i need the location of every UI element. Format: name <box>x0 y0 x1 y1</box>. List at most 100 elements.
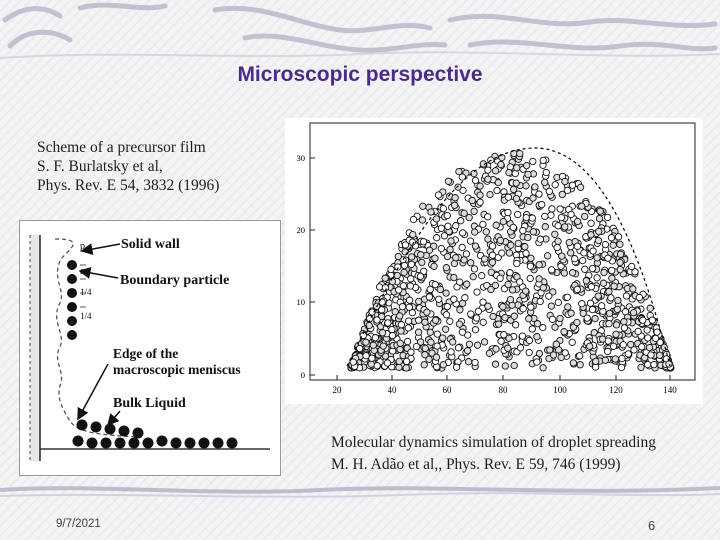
simulated-particle <box>496 236 505 245</box>
simulated-particle <box>500 331 508 339</box>
simulated-particle <box>568 338 576 346</box>
simulated-particle <box>571 255 579 263</box>
simulated-particle <box>568 269 577 277</box>
simulated-particle <box>428 349 436 357</box>
simulated-particle <box>511 321 520 329</box>
x-tick-label: 20 <box>333 385 343 395</box>
simulated-particle <box>581 265 589 273</box>
simulated-particle <box>604 347 612 356</box>
simulated-particle <box>467 259 475 267</box>
right-caption-line: Molecular dynamics simulation of droplet… <box>331 434 656 451</box>
simulated-particle <box>463 280 471 288</box>
simulated-particle <box>399 282 408 290</box>
footer-date: 9/7/2021 <box>56 518 101 530</box>
simulated-particle <box>476 191 484 199</box>
simulated-particle <box>443 302 451 311</box>
simulated-particle <box>580 249 588 257</box>
simulated-particle <box>458 243 466 252</box>
x-tick-label: 120 <box>609 385 623 395</box>
simulated-particle <box>541 178 549 187</box>
simulated-particle <box>421 351 429 359</box>
simulated-particle <box>449 338 457 346</box>
simulated-particle <box>529 157 537 166</box>
simulated-particle <box>418 216 427 224</box>
simulated-particle <box>432 215 441 223</box>
simulated-particle <box>567 309 575 317</box>
simulated-particle <box>527 303 535 311</box>
simulated-particle <box>426 328 434 336</box>
top-decorative-band <box>0 2 720 59</box>
simulated-particle <box>420 267 428 275</box>
simulated-particle <box>379 342 387 350</box>
simulated-particle <box>603 213 612 222</box>
simulated-particle <box>604 254 612 262</box>
simulated-particle <box>454 344 463 352</box>
footer-page-number: 6 <box>648 518 656 533</box>
simulated-particle <box>425 293 434 301</box>
simulated-particle <box>554 298 562 307</box>
simulated-particle <box>601 356 609 364</box>
simulated-particle <box>416 272 425 280</box>
simulated-particle <box>442 264 451 272</box>
simulated-particle <box>599 279 608 287</box>
simulated-particle <box>396 339 404 347</box>
simulated-particle <box>556 205 564 213</box>
simulated-particle <box>630 346 638 354</box>
label-bulk-liquid: Bulk Liquid <box>113 396 186 411</box>
simulated-particle <box>442 289 450 297</box>
simulated-particle <box>401 248 409 256</box>
simulated-particle <box>525 336 534 345</box>
simulated-particle <box>549 351 558 359</box>
bulk-liquid-arrow <box>107 410 121 427</box>
simulated-particle <box>473 341 482 349</box>
simulated-particle <box>494 178 502 187</box>
simulated-particle <box>548 315 557 323</box>
simulated-particle <box>595 214 604 223</box>
simulated-particle <box>612 321 621 329</box>
slide-title: Microscopic perspective <box>237 63 483 86</box>
bottom-decorative-rule <box>0 486 720 498</box>
simulated-particle <box>653 328 661 336</box>
simulated-particle <box>452 363 461 371</box>
simulated-particle <box>464 358 473 366</box>
simulated-particle <box>551 230 559 238</box>
simulated-particle <box>593 254 601 262</box>
simulated-particle <box>444 222 452 230</box>
simulated-particle <box>487 268 495 276</box>
simulated-particle <box>408 253 416 261</box>
simulated-particle <box>518 332 527 340</box>
simulated-particle <box>536 235 545 243</box>
simulated-particle <box>538 200 546 209</box>
simulated-particle <box>407 348 415 356</box>
simulated-particle <box>395 286 403 294</box>
simulated-particle <box>462 250 471 258</box>
simulated-particle <box>406 282 415 290</box>
simulated-particle <box>591 314 599 323</box>
simulated-particle <box>470 207 478 215</box>
simulated-particle <box>406 296 414 304</box>
simulated-particle <box>535 190 543 198</box>
label-edge-line1: Edge of the <box>113 346 178 361</box>
simulated-particle <box>459 229 467 237</box>
simulated-particle <box>586 342 594 350</box>
simulated-particle <box>509 223 517 232</box>
simulated-particle <box>607 294 615 302</box>
simulated-particle <box>373 316 381 324</box>
simulated-particle <box>616 250 625 258</box>
simulated-particle <box>514 239 522 248</box>
simulated-particle <box>567 249 575 257</box>
simulated-particle <box>589 247 597 255</box>
simulated-particle <box>403 337 412 346</box>
simulated-particle <box>561 223 569 231</box>
simulated-particle <box>486 190 494 199</box>
simulated-particle <box>478 272 486 280</box>
simulated-particle <box>450 295 458 303</box>
simulated-particle <box>468 196 476 205</box>
simulated-particle <box>439 204 448 213</box>
simulated-particle <box>541 212 549 221</box>
simulated-particle <box>456 278 464 286</box>
simulated-particle <box>552 340 560 348</box>
droplet-profile-fit <box>346 147 671 367</box>
simulated-particle <box>461 294 469 302</box>
simulated-particle <box>586 299 595 307</box>
